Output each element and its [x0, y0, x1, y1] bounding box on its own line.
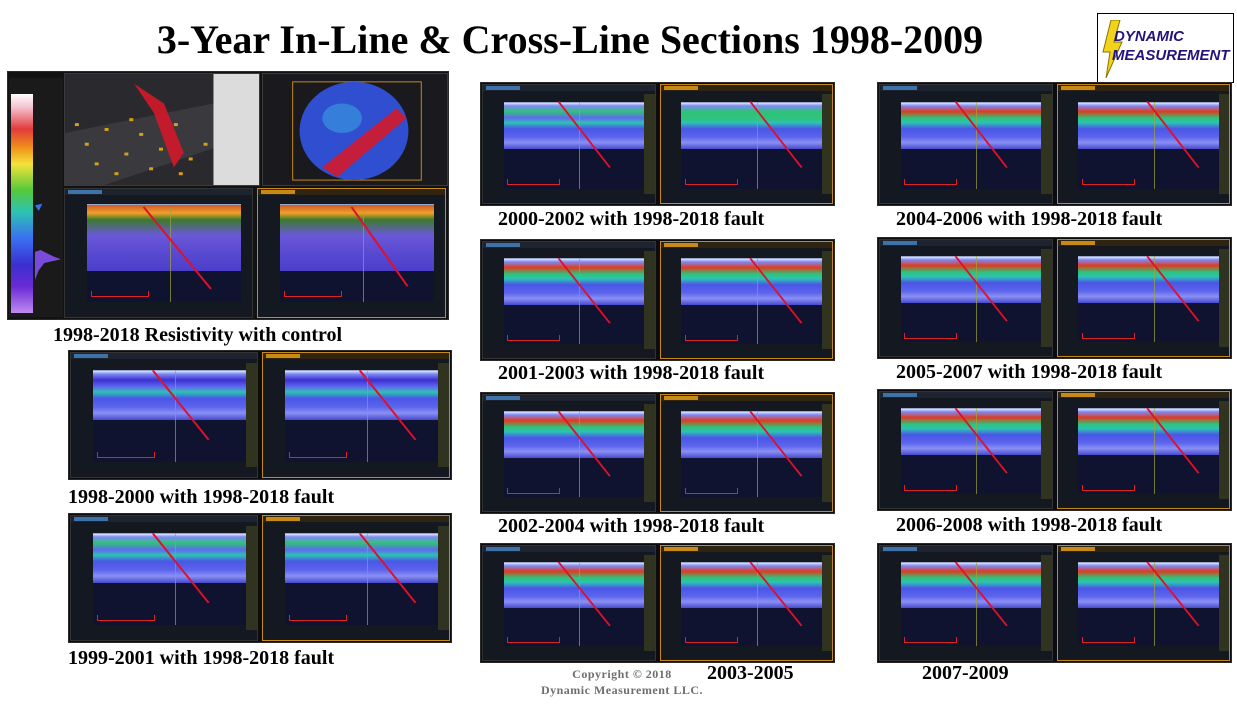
caption-p1998: 1998-2000 with 1998-2018 fault	[68, 486, 335, 508]
3d-view[interactable]	[64, 73, 260, 186]
caption-p2000: 2000-2002 with 1998-2018 fault	[498, 208, 765, 230]
map-view[interactable]	[262, 73, 448, 186]
inline-section[interactable]	[879, 545, 1053, 661]
copyright: Copyright © 2018 Dynamic Measurement LLC…	[537, 666, 707, 698]
caption-p2002: 2002-2004 with 1998-2018 fault	[498, 515, 765, 537]
fault-line	[557, 257, 611, 324]
section-pair	[482, 84, 833, 204]
crossline-section[interactable]	[659, 241, 833, 359]
fault-line	[142, 206, 212, 290]
section-panel-p2001	[480, 239, 835, 361]
fault-line	[954, 561, 1008, 627]
crossline-section[interactable]	[659, 394, 833, 512]
inline-section[interactable]	[879, 391, 1053, 509]
inline-section[interactable]	[879, 239, 1053, 357]
caption-p1999: 1999-2001 with 1998-2018 fault	[68, 647, 335, 669]
section-pair	[482, 241, 833, 359]
caption-p2007: 2007-2009	[922, 662, 1009, 684]
fault-line	[748, 410, 803, 477]
crossline-section[interactable]	[659, 84, 833, 204]
section-pair	[70, 515, 450, 641]
inline-section[interactable]	[482, 241, 656, 359]
fault-line	[1145, 255, 1200, 322]
fault-line	[557, 561, 611, 627]
resistivity-colorbar	[9, 78, 63, 317]
fault-line	[1145, 101, 1200, 168]
control-panel-screenshot	[7, 71, 449, 320]
crossline-section[interactable]	[1056, 391, 1230, 509]
section-pair	[879, 545, 1230, 661]
histogram	[35, 203, 61, 280]
logo-line-1: DYNAMIC	[1114, 28, 1184, 45]
inline-section[interactable]	[482, 84, 656, 204]
copyright-line-1: Copyright © 2018	[572, 667, 672, 681]
inline-section[interactable]	[64, 188, 253, 318]
fault-line	[557, 410, 611, 477]
section-pair	[482, 394, 833, 512]
fault-line	[954, 255, 1008, 322]
fault-line	[358, 370, 417, 441]
section-panel-p1998	[68, 350, 452, 480]
crossline-section[interactable]	[262, 352, 450, 478]
section-panel-p2003	[480, 543, 835, 663]
section-pair	[879, 391, 1230, 509]
logo-line-2: MEASUREMENT	[1112, 47, 1230, 64]
section-panel-p2000	[480, 82, 835, 206]
crossline-section[interactable]	[257, 188, 446, 318]
caption-p2006: 2006-2008 with 1998-2018 fault	[896, 514, 1163, 536]
crossline-section[interactable]	[1056, 545, 1230, 661]
inline-section[interactable]	[482, 545, 656, 661]
fault-line	[350, 206, 409, 287]
section-panel-p2002	[480, 392, 835, 514]
crossline-section[interactable]	[1056, 239, 1230, 357]
section-panel-p2006	[877, 389, 1232, 511]
crossline-section[interactable]	[659, 545, 833, 661]
inline-section[interactable]	[482, 394, 656, 512]
section-pair	[879, 84, 1230, 204]
fault-line	[954, 101, 1008, 168]
fault-line	[151, 370, 210, 441]
section-pair	[879, 239, 1230, 357]
caption-p2005: 2005-2007 with 1998-2018 fault	[896, 361, 1163, 383]
lightning-bolt-icon	[1102, 20, 1123, 78]
caption-control: 1998-2018 Resistivity with control	[53, 324, 343, 346]
section-panel-p2005	[877, 237, 1232, 359]
section-panel-p2004	[877, 82, 1232, 206]
inline-section[interactable]	[70, 352, 258, 478]
fault-line	[748, 561, 803, 627]
fault-line	[1145, 561, 1200, 627]
section-pair	[482, 545, 833, 661]
fault-line	[358, 533, 417, 604]
copyright-line-2: Dynamic Measurement LLC.	[540, 683, 704, 697]
caption-p2004: 2004-2006 with 1998-2018 fault	[896, 208, 1163, 230]
inline-section[interactable]	[70, 515, 258, 641]
fault-line	[151, 533, 210, 604]
fault-line	[748, 257, 803, 324]
page-title: 3-Year In-Line & Cross-Line Sections 199…	[156, 17, 984, 62]
fault-line	[557, 101, 611, 168]
crossline-section[interactable]	[262, 515, 450, 641]
inline-section[interactable]	[879, 84, 1053, 204]
section-panel-p1999	[68, 513, 452, 643]
control-section-pair	[64, 188, 446, 318]
fault-line	[954, 407, 1008, 474]
caption-p2001: 2001-2003 with 1998-2018 fault	[498, 362, 765, 384]
section-panel-p2007	[877, 543, 1232, 663]
fault-line	[1145, 407, 1200, 474]
caption-p2003: 2003-2005	[707, 662, 794, 684]
company-logo: DYNAMIC MEASUREMENT	[1097, 13, 1234, 83]
fault-line	[748, 101, 803, 168]
section-pair	[70, 352, 450, 478]
crossline-section[interactable]	[1056, 84, 1230, 204]
